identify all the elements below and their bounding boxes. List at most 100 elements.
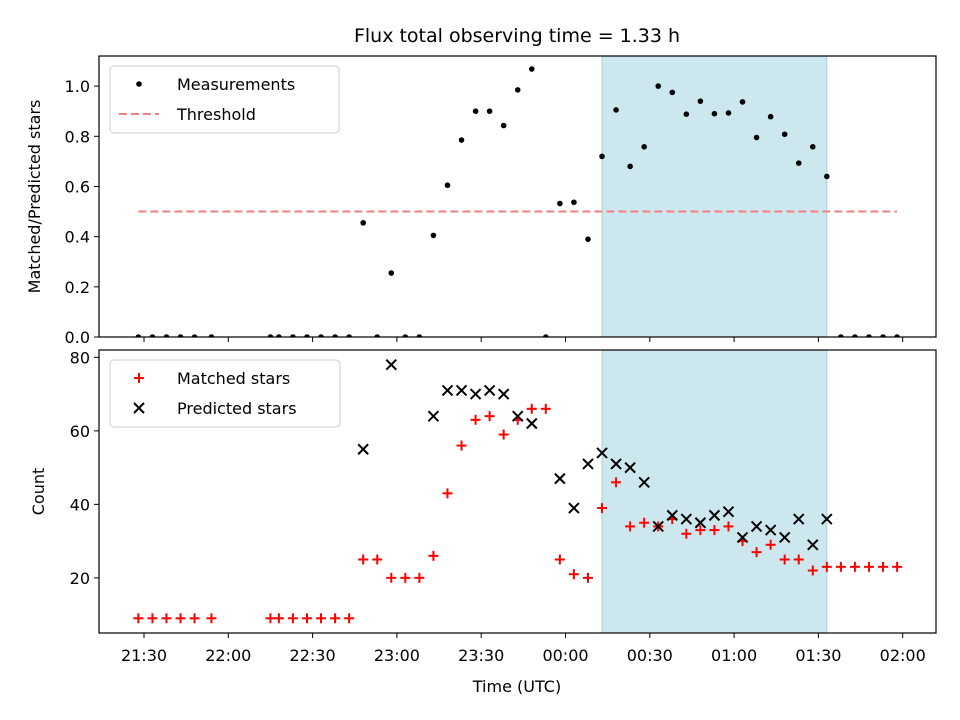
measurement-point bbox=[486, 108, 493, 114]
predicted-star-point bbox=[469, 388, 482, 400]
matched-star-point bbox=[582, 572, 593, 583]
matched-star-point bbox=[835, 561, 846, 572]
measurement-point bbox=[683, 111, 690, 118]
legend-box bbox=[109, 359, 341, 428]
matched-star-point bbox=[386, 572, 397, 583]
x-tick-label: 00:30 bbox=[627, 646, 673, 665]
matched-star-point bbox=[273, 613, 284, 624]
matched-star-point bbox=[821, 561, 832, 572]
matched-star-point bbox=[863, 561, 874, 572]
x-tick-label: 21:30 bbox=[121, 646, 167, 665]
measurement-point bbox=[346, 334, 352, 337]
matched-star-point bbox=[301, 613, 312, 624]
measurement-point bbox=[711, 110, 718, 117]
matched-star-point bbox=[428, 550, 439, 561]
series-layer bbox=[135, 66, 900, 337]
measurement-point bbox=[332, 334, 338, 337]
x-tick-label: 23:00 bbox=[374, 646, 420, 665]
measurement-point bbox=[276, 334, 282, 337]
measurement-point bbox=[557, 200, 563, 207]
x-tick-label: 01:00 bbox=[711, 646, 757, 665]
y-tick-label: 80 bbox=[70, 348, 90, 367]
matched-star-point bbox=[287, 613, 298, 624]
y-axis-title: Matched/Predicted stars bbox=[25, 100, 44, 294]
predicted-star-point bbox=[750, 520, 763, 533]
matched-star-point bbox=[484, 411, 495, 422]
predicted-star-point bbox=[694, 517, 707, 529]
legend: Measurements Threshold bbox=[109, 65, 340, 134]
measurement-point bbox=[444, 182, 451, 189]
chart-title: Flux total observing time = 1.33 h bbox=[354, 25, 680, 47]
matched-star-point bbox=[878, 561, 889, 572]
matched-star-point bbox=[892, 561, 903, 572]
measurement-point bbox=[430, 232, 437, 239]
matched-star-point bbox=[709, 525, 720, 536]
plot-frame bbox=[98, 349, 937, 634]
matched-star-point bbox=[681, 528, 692, 539]
legend: Matched stars Predicted stars bbox=[109, 359, 341, 428]
measurement-point bbox=[514, 87, 521, 93]
bottom-panel: 20 40 60 80 21:30 22:00 22:30 23:00 23:30 00:00 00… bbox=[29, 348, 937, 665]
matched-star-point bbox=[540, 403, 551, 414]
measurement-point bbox=[613, 107, 619, 113]
predicted-star-point bbox=[441, 384, 454, 397]
legend-entry: Predicted stars bbox=[177, 399, 297, 418]
measurement-point bbox=[388, 270, 395, 276]
predicted-star-point bbox=[568, 502, 580, 514]
measurement-point bbox=[191, 334, 198, 337]
measurement-point bbox=[669, 89, 676, 96]
y-tick-label: 40 bbox=[70, 495, 90, 514]
y-tick-label: 60 bbox=[70, 422, 90, 441]
matched-star-point bbox=[316, 613, 327, 624]
predicted-star-point bbox=[455, 384, 468, 397]
observing-window bbox=[601, 55, 828, 338]
y-tick-label: 20 bbox=[70, 569, 90, 588]
measurement-point bbox=[402, 334, 409, 337]
predicted-star-point bbox=[821, 513, 833, 525]
measurement-point bbox=[753, 134, 760, 141]
measurement-point bbox=[163, 334, 170, 337]
measurement-point bbox=[149, 334, 156, 337]
measurement-point bbox=[267, 334, 274, 337]
matched-star-point bbox=[344, 613, 355, 624]
predicted-star-point bbox=[133, 402, 145, 414]
predicted-star-point bbox=[764, 524, 777, 536]
matched-star-point bbox=[597, 503, 608, 514]
predicted-star-point bbox=[610, 458, 622, 470]
measurement-point bbox=[500, 122, 507, 129]
matched-star-point bbox=[751, 547, 762, 558]
matched-star-point bbox=[765, 539, 776, 550]
observing-window bbox=[601, 349, 828, 634]
measurement-point bbox=[795, 160, 802, 166]
predicted-star-point bbox=[357, 443, 369, 455]
predicted-star-point bbox=[427, 410, 440, 422]
matched-star-point bbox=[456, 440, 467, 451]
measurement-point bbox=[458, 137, 465, 143]
measurement-point bbox=[543, 334, 549, 337]
measurement-point bbox=[880, 334, 886, 337]
predicted-star-point bbox=[638, 476, 650, 489]
measurement-point bbox=[894, 334, 900, 337]
measurement-point bbox=[304, 334, 310, 337]
matched-star-point bbox=[849, 561, 860, 572]
matched-star-point bbox=[189, 613, 200, 624]
measurement-point bbox=[739, 99, 746, 105]
y-axis-title: Count bbox=[29, 468, 48, 516]
matched-star-point bbox=[793, 554, 804, 565]
predicted-star-point bbox=[807, 539, 819, 551]
predicted-star-point bbox=[512, 410, 524, 422]
measurement-point bbox=[781, 131, 788, 138]
predicted-star-point bbox=[497, 388, 510, 400]
series-layer bbox=[133, 358, 903, 624]
measurement-point bbox=[824, 173, 830, 180]
matched-star-point bbox=[134, 373, 144, 383]
matched-star-point bbox=[554, 554, 565, 565]
x-tick-label: 01:30 bbox=[795, 646, 841, 665]
matched-star-point bbox=[175, 613, 186, 624]
measurement-point bbox=[809, 144, 816, 150]
matched-star-point bbox=[206, 613, 217, 624]
matched-star-point bbox=[147, 613, 158, 624]
matched-star-point bbox=[498, 429, 509, 440]
y-tick-label: 0.6 bbox=[65, 177, 90, 196]
matched-star-point bbox=[625, 521, 636, 532]
